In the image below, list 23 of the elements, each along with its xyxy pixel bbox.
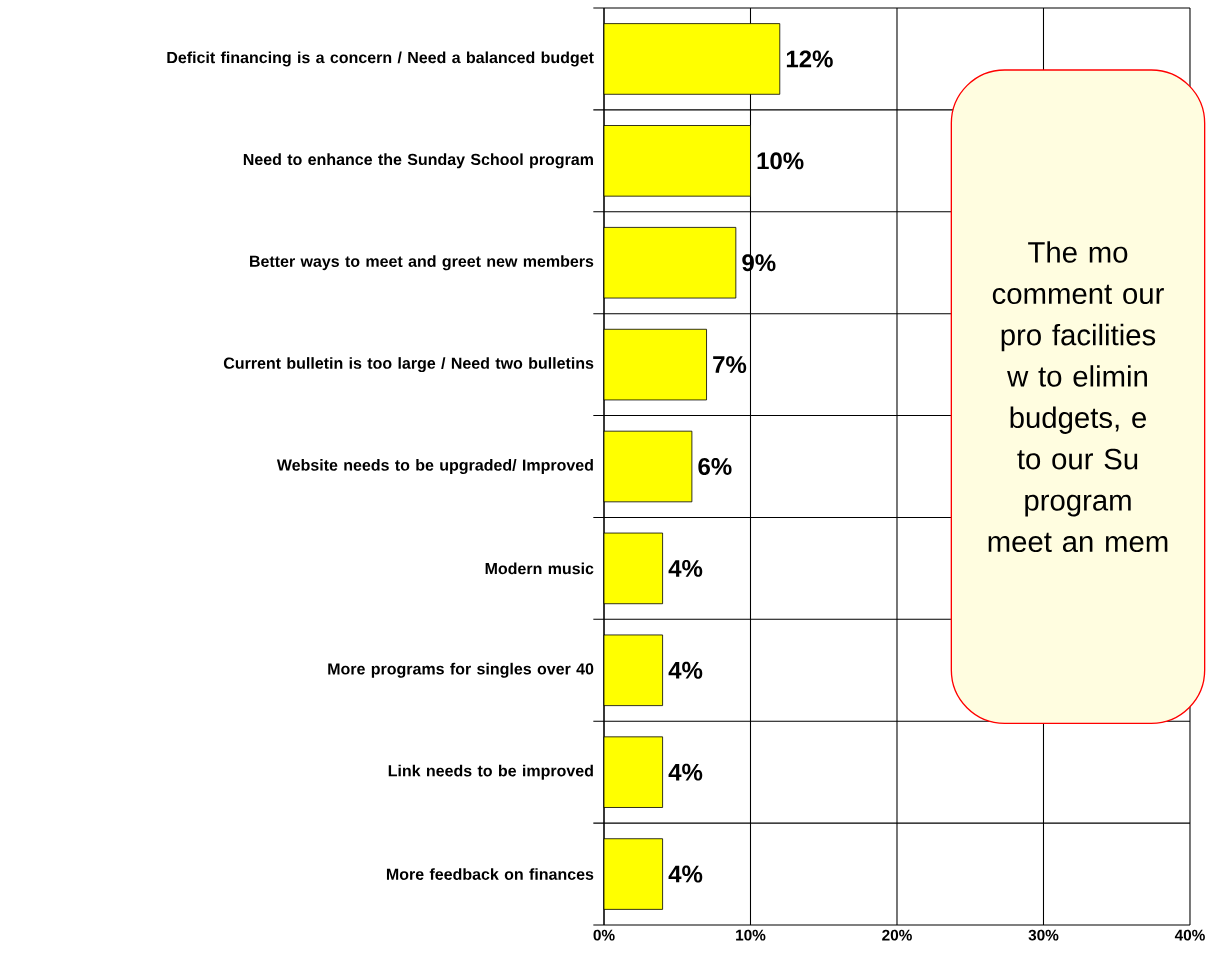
data-label: 7% bbox=[713, 356, 747, 374]
y-tick-label: Current bulletin is too large / Need two bulletins bbox=[223, 357, 594, 373]
y-tick-label: Need to enhance the Sunday School program bbox=[243, 153, 593, 169]
y-tick-label: More programs for singles over 40 bbox=[328, 662, 594, 678]
data-label: 4% bbox=[668, 661, 703, 679]
data-label: 6% bbox=[698, 457, 732, 475]
x-tick-label: 30% bbox=[1028, 929, 1059, 941]
x-tick-label: 20% bbox=[882, 929, 912, 941]
y-tick-label: Website needs to be upgraded/ Improved bbox=[276, 459, 593, 474]
data-label: 12% bbox=[786, 50, 833, 68]
y-tick-label: Modern music bbox=[485, 562, 594, 575]
data-label: 4% bbox=[668, 865, 703, 883]
annotation: The mo comment our pro facilities w to elimin budgets, e to our Su program meet an mem bbox=[988, 241, 1168, 553]
y-tick-label: Better ways to meet and greet new members bbox=[250, 255, 594, 271]
y-tick-label: More feedback on finances bbox=[386, 868, 594, 880]
data-label: 4% bbox=[668, 763, 703, 781]
y-tick-label: Deficit financing is a concern / Need a balanced budget bbox=[167, 51, 594, 67]
x-tick-label: 40% bbox=[1174, 929, 1205, 941]
y-tick-label: Link needs to be improved bbox=[388, 764, 593, 780]
data-label: 4% bbox=[668, 559, 703, 577]
x-tick-label: 0% bbox=[593, 929, 615, 941]
data-label: 10% bbox=[757, 152, 804, 170]
x-tick-label: 10% bbox=[736, 929, 766, 941]
